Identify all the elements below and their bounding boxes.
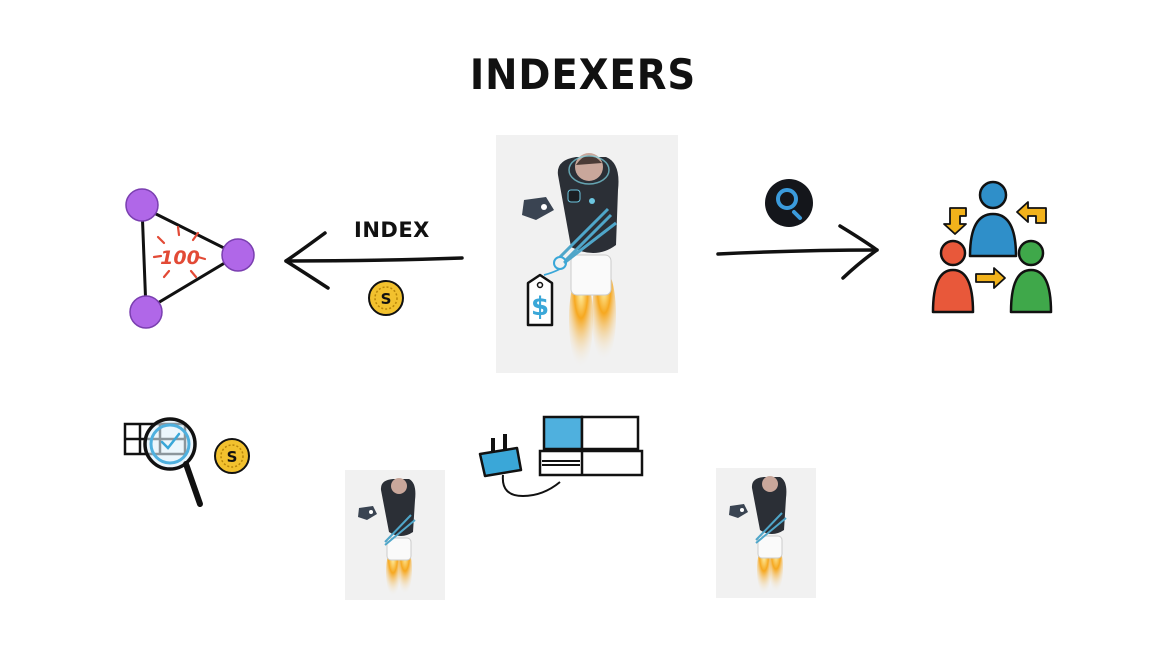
jetpack-astronaut: $ (496, 135, 678, 373)
the-graph-logo-icon (765, 179, 813, 227)
price-tag-symbol: $ (531, 292, 549, 322)
game-console-icon (538, 415, 644, 477)
jetpack-astronaut-small-left (345, 470, 445, 600)
left-arrow (284, 231, 464, 290)
svg-text:S: S (381, 290, 392, 308)
index-label: INDEX (354, 218, 430, 242)
network-triangle-icon: 100 (125, 188, 255, 329)
jetpack-astronaut-small-right (716, 468, 816, 598)
coin-icon-secondary: S (214, 438, 250, 474)
page-title: INDEXERS (469, 50, 697, 99)
power-plug-icon (478, 434, 561, 498)
user-exchange-icon (931, 180, 1053, 314)
magnifier-table-icon (123, 417, 203, 507)
svg-text:S: S (227, 448, 238, 466)
badge-number: 100 (160, 247, 200, 269)
right-arrow (716, 224, 879, 280)
coin-icon: S (368, 280, 404, 316)
